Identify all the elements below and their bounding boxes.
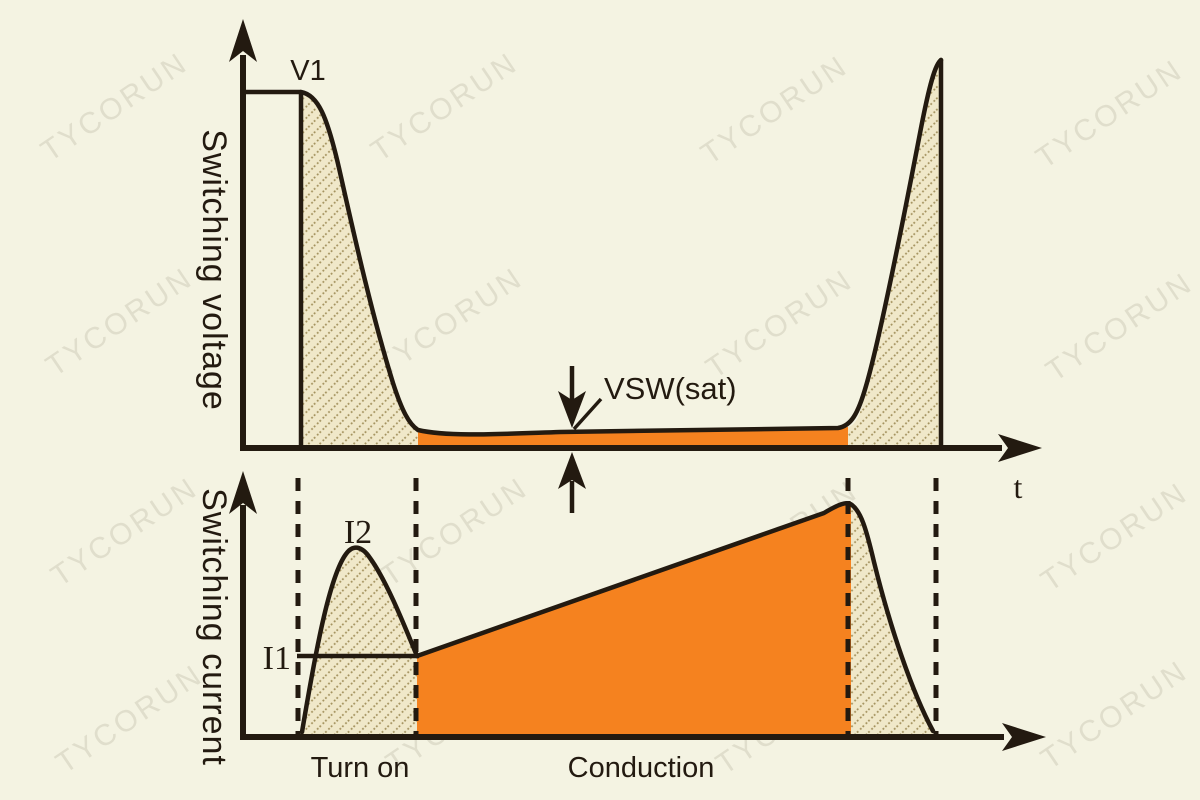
conduction-current-curve	[414, 501, 936, 734]
conduction-label: Conduction	[568, 752, 715, 784]
vsw-sat-label: VSW(sat)	[604, 371, 737, 406]
voltage-fall-hatched-area	[301, 92, 418, 446]
vsw-sat-dimension: VSW(sat)	[558, 366, 737, 513]
vsw-leader-line	[572, 397, 603, 431]
voltage-y-axis-title: Switching voltage	[195, 129, 233, 411]
current-plot: I2 I1 Turn on Conduction Switching curre…	[195, 471, 1046, 784]
vsw-down-arrowhead-icon	[558, 391, 586, 428]
i2-label: I2	[344, 514, 372, 551]
turnoff-current-hatched-area	[851, 505, 933, 734]
current-y-axis-title: Switching current	[195, 488, 233, 766]
v1-label: V1	[290, 55, 325, 87]
vsw-sat-orange-band	[418, 427, 848, 446]
turnon-current-curve	[299, 545, 420, 735]
vsw-up-arrowhead-icon	[558, 452, 586, 489]
turn-on-label: Turn on	[311, 752, 410, 784]
current-x-axis-arrowhead-icon	[1002, 723, 1046, 751]
voltage-y-axis-arrowhead-icon	[229, 19, 257, 62]
current-y-axis-arrowhead-icon	[229, 471, 257, 514]
conduction-orange-area	[417, 503, 851, 734]
voltage-curve	[298, 57, 944, 437]
time-axis-label: t	[1014, 469, 1023, 505]
voltage-plot: VSW(sat) V1 t Switching voltage	[195, 19, 1042, 513]
i1-label: I1	[263, 640, 291, 677]
voltage-x-axis-arrowhead-icon	[998, 434, 1042, 462]
